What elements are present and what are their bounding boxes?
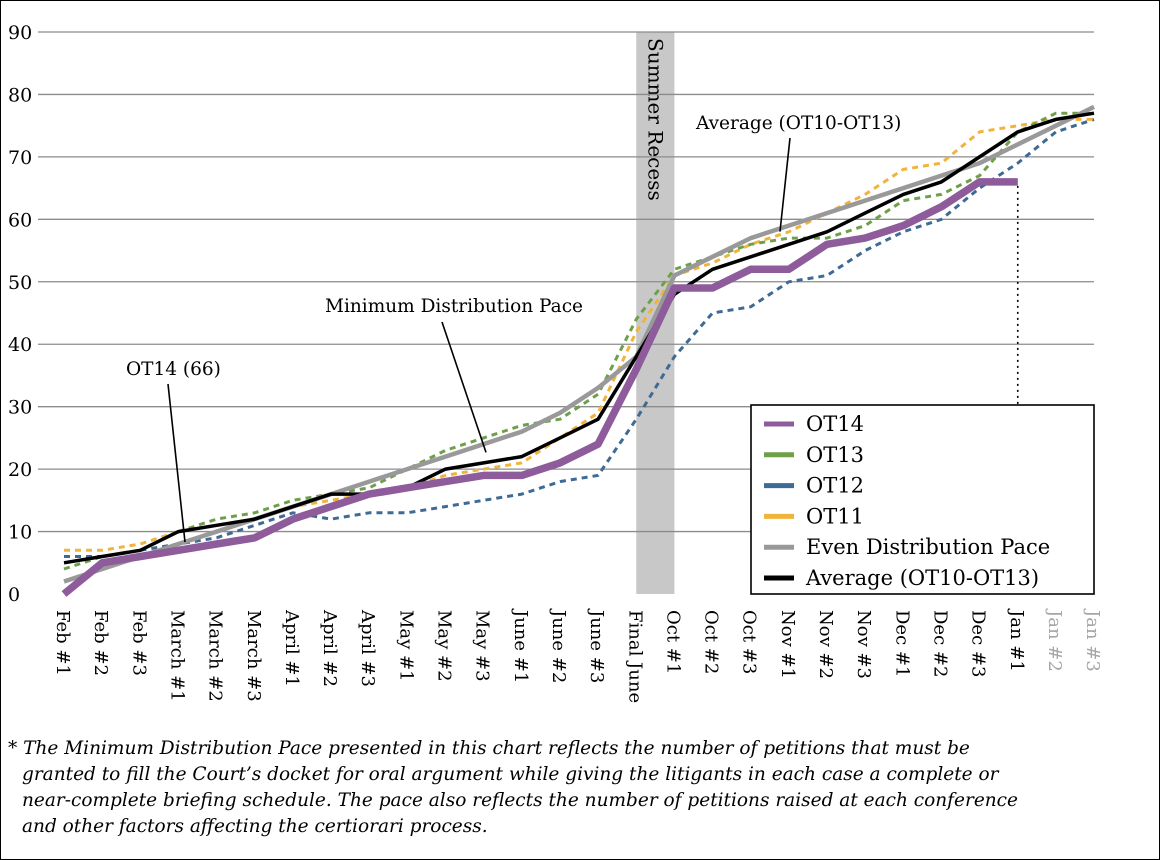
footnote: * The Minimum Distribution Pace presente… <box>8 736 1148 840</box>
footnote-line-4: and other factors affecting the certiora… <box>22 816 488 837</box>
x-tick-label: Nov #2 <box>815 610 836 679</box>
annotation-leader-2 <box>441 321 487 453</box>
axis-layer: 0 10 20 30 40 50 60 70 80 90 Feb #1 Feb #2 Feb #3 Mar… <box>8 22 1103 703</box>
legend-label: OT11 <box>806 504 864 528</box>
x-tick-label: April #1 <box>281 609 302 687</box>
y-tick-label: 80 <box>8 84 32 106</box>
annotation-layer: Average (OT10-OT13) Minimum Distribution … <box>126 113 1019 543</box>
x-tick-label: Nov #3 <box>853 610 874 679</box>
x-tick-label: April #3 <box>357 609 378 687</box>
line-chart: Summer Recess Average (OT10-OT13) Minimum… <box>8 22 1103 703</box>
y-tick-label: 10 <box>8 522 32 544</box>
y-tick-label: 90 <box>8 22 32 44</box>
x-tick-label: Feb #1 <box>52 610 73 676</box>
x-tick-label: Oct #1 <box>662 610 683 674</box>
x-tick-label: Oct #3 <box>739 610 760 674</box>
legend-label: Average (OT10-OT13) <box>805 566 1039 590</box>
x-tick-label: May #2 <box>434 610 455 682</box>
x-tick-label: Dec #2 <box>929 610 950 677</box>
x-tick-label: June #3 <box>586 608 607 683</box>
legend-label: Even Distribution Pace <box>806 535 1050 559</box>
y-tick-label: 0 <box>8 584 20 606</box>
x-tick-label: Dec #3 <box>968 610 989 677</box>
x-tick-label: May #1 <box>395 610 416 682</box>
annotation-label-2: Minimum Distribution Pace <box>325 296 583 317</box>
y-tick-label: 20 <box>8 459 32 481</box>
annotation-label-1: Average (OT10-OT13) <box>695 113 901 134</box>
x-tick-label: Jan #1 <box>1006 608 1027 672</box>
x-tick-label: Jan #2 <box>1044 608 1065 672</box>
annotation-leader-1 <box>779 137 791 232</box>
x-tick-label: Jan #3 <box>1082 608 1103 672</box>
annotation-label-3: OT14 (66) <box>126 359 221 380</box>
summer-recess-label: Summer Recess <box>643 38 667 201</box>
legend-label: OT14 <box>806 412 864 436</box>
footnote-line-1: * The Minimum Distribution Pace presente… <box>8 738 970 759</box>
x-tick-label: March #3 <box>243 610 264 702</box>
x-tick-label: May #3 <box>472 610 493 682</box>
x-tick-label: Final June <box>624 610 645 703</box>
legend: OT14 OT13 OT12 OT11 Even Distribution Pace Av… <box>750 404 1095 595</box>
y-tick-label: 60 <box>8 209 32 231</box>
x-tick-label: Nov #1 <box>777 610 798 679</box>
x-tick-label: Oct #2 <box>701 610 722 674</box>
y-tick-label: 70 <box>8 147 32 169</box>
series-line-average-ot10-ot13- <box>63 111 1095 565</box>
x-tick-label: Dec #1 <box>891 610 912 677</box>
legend-label: OT12 <box>806 474 864 498</box>
y-tick-label: 30 <box>8 397 32 419</box>
legend-label: OT13 <box>806 443 864 467</box>
footnote-line-3: near-complete briefing schedule. The pac… <box>22 790 1018 811</box>
x-tick-label: June #2 <box>548 608 569 683</box>
series-layer <box>61 104 1095 597</box>
x-tick-label: Feb #3 <box>128 610 149 676</box>
x-tick-label: March #1 <box>166 610 187 702</box>
x-tick-label: Feb #2 <box>90 610 111 676</box>
series-line-even-distribution-pace <box>63 104 1095 584</box>
footnote-line-2: granted to fill the Court’s docket for o… <box>22 764 999 785</box>
series-line-ot13 <box>63 111 1094 571</box>
y-tick-label: 50 <box>8 272 32 294</box>
series-line-ot14 <box>61 178 1018 597</box>
legend-box <box>750 404 1095 595</box>
y-tick-label: 40 <box>8 334 32 356</box>
annotation-leader-3 <box>167 383 186 543</box>
x-tick-label: June #1 <box>510 608 531 683</box>
x-tick-label: March #2 <box>205 610 226 702</box>
x-tick-label: April #2 <box>319 609 340 687</box>
